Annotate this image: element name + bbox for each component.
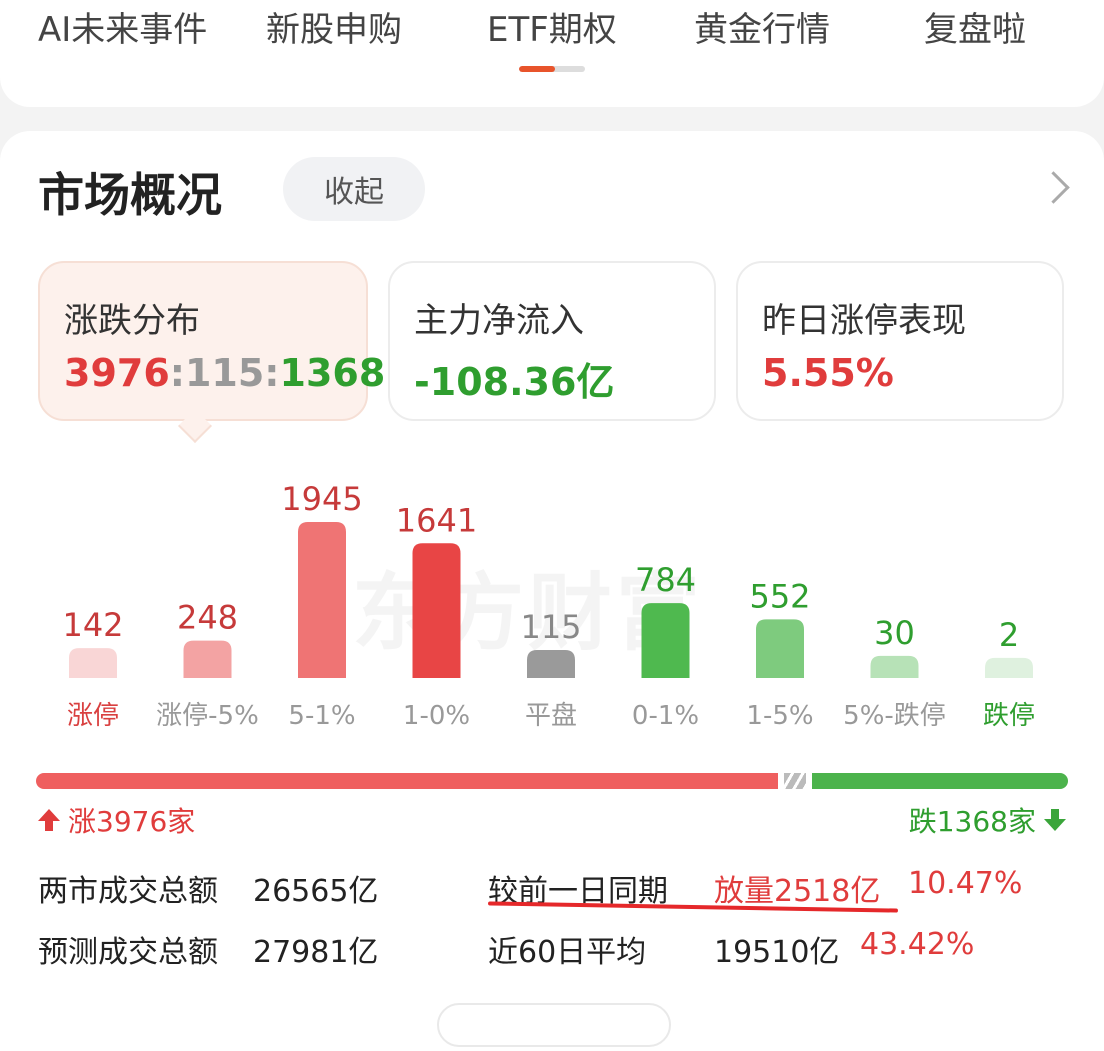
tab-indicator bbox=[519, 66, 585, 72]
stat-card-net-inflow[interactable]: 主力净流入 -108.36亿 bbox=[388, 261, 716, 421]
category-label: 涨停-5% bbox=[156, 701, 259, 731]
stat-card-distribution[interactable]: 涨跌分布 3976:115:1368 bbox=[38, 261, 385, 421]
bar-5 bbox=[641, 603, 690, 678]
forecast-turnover-value: 27981亿 bbox=[253, 935, 379, 970]
up-summary-label: 涨3976家 bbox=[68, 805, 196, 838]
bar-1 bbox=[183, 640, 232, 678]
tab-etf-options[interactable]: ETF期权 bbox=[487, 10, 617, 50]
category-label: 5-1% bbox=[288, 701, 355, 731]
up-summary: 涨3976家 bbox=[38, 800, 195, 840]
bar-value-label: 2 bbox=[999, 616, 1019, 654]
compare-percent: 10.47% bbox=[908, 866, 1023, 901]
stat-card-limit-up-performance[interactable]: 昨日涨停表现 5.55% bbox=[736, 261, 1064, 421]
expand-more-button[interactable] bbox=[437, 1003, 671, 1047]
bar-value-label: 115 bbox=[520, 608, 581, 646]
tab-bar bbox=[0, 0, 1104, 107]
category-label: 跌停 bbox=[983, 701, 1035, 731]
bar-value-label: 784 bbox=[635, 561, 696, 599]
category-label: 0-1% bbox=[632, 701, 699, 731]
avg-percent: 43.42% bbox=[860, 927, 975, 962]
tab-review[interactable]: 复盘啦 bbox=[924, 10, 1026, 50]
bar-value-label: 30 bbox=[874, 614, 915, 652]
tab-ipo[interactable]: 新股申购 bbox=[266, 10, 402, 50]
stat-value: 5.55% bbox=[762, 351, 894, 395]
distribution-bar-chart: 142 涨停 248 涨停-5% 1945 5-1% 1641 1-0% 115 平盘 784 0-1… bbox=[62, 480, 1035, 731]
category-label: 涨停 bbox=[67, 701, 119, 731]
up-ratio-bar bbox=[36, 773, 778, 789]
category-label: 1-0% bbox=[403, 701, 470, 731]
flat-count: 115 bbox=[184, 351, 265, 395]
arrow-down-icon bbox=[1044, 809, 1066, 831]
total-turnover-label: 两市成交总额 bbox=[38, 874, 218, 909]
bar-2 bbox=[298, 522, 346, 678]
bar-value-label: 248 bbox=[177, 599, 238, 637]
stat-value: 3976:115:1368 bbox=[64, 351, 385, 395]
down-ratio-bar bbox=[812, 773, 1068, 789]
arrow-up-icon bbox=[38, 809, 60, 831]
stat-label: 主力净流入 bbox=[414, 301, 584, 341]
bar-8 bbox=[985, 657, 1033, 678]
bar-4 bbox=[527, 649, 575, 678]
avg-label: 近60日平均 bbox=[488, 935, 647, 970]
bar-value-label: 552 bbox=[749, 577, 810, 615]
category-label: 5%-跌停 bbox=[843, 701, 946, 731]
stat-label: 昨日涨停表现 bbox=[762, 301, 966, 341]
separator: : bbox=[264, 351, 280, 395]
separator: : bbox=[169, 351, 185, 395]
down-summary-label: 跌1368家 bbox=[908, 805, 1036, 838]
tab-gold[interactable]: 黄金行情 bbox=[694, 10, 830, 50]
tab-ai-events[interactable]: AI未来事件 bbox=[38, 10, 208, 50]
forecast-turnover-label: 预测成交总额 bbox=[38, 935, 218, 970]
bar-3 bbox=[412, 543, 461, 678]
compare-value: 放量2518亿 bbox=[714, 874, 881, 909]
avg-value: 19510亿 bbox=[714, 935, 840, 970]
bar-6 bbox=[756, 619, 804, 678]
stat-label: 涨跌分布 bbox=[64, 301, 200, 341]
flat-ratio-bar bbox=[784, 773, 806, 789]
bar-value-label: 142 bbox=[62, 606, 123, 644]
down-count: 1368 bbox=[279, 351, 386, 395]
bar-value-label: 1945 bbox=[281, 480, 362, 518]
up-count: 3976 bbox=[64, 351, 170, 395]
bar-value-label: 1641 bbox=[396, 501, 477, 539]
bar-0 bbox=[69, 648, 117, 678]
weibo-watermark bbox=[923, 976, 1029, 1002]
section-title: 市场概况 bbox=[38, 168, 222, 222]
down-summary: 跌1368家 bbox=[909, 800, 1066, 840]
collapse-button[interactable]: 收起 bbox=[283, 157, 425, 221]
category-label: 1-5% bbox=[746, 701, 813, 731]
bar-7 bbox=[870, 655, 919, 678]
total-turnover-value: 26565亿 bbox=[253, 874, 379, 909]
stat-value: -108.36亿 bbox=[414, 360, 615, 404]
category-label: 平盘 bbox=[525, 701, 577, 731]
